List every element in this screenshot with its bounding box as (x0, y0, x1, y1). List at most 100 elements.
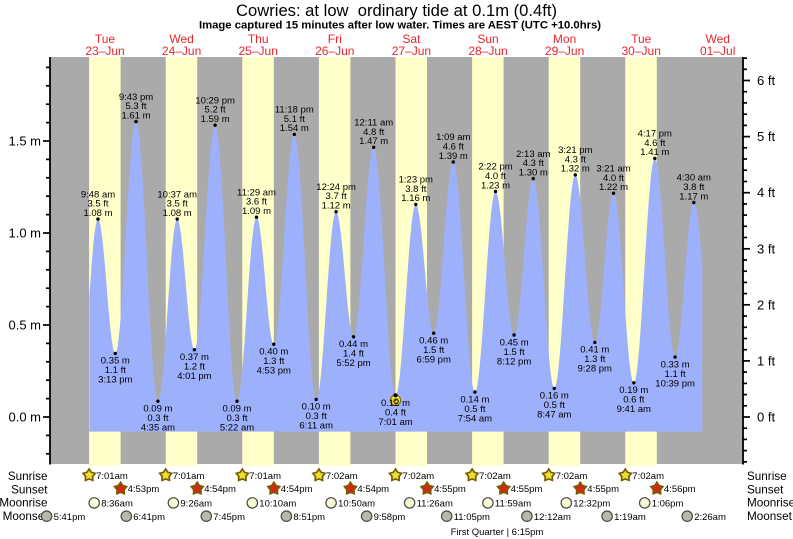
svg-text:1:06pm: 1:06pm (652, 499, 684, 510)
svg-text:1.3 ft: 1.3 ft (263, 356, 284, 367)
svg-text:6 ft: 6 ft (757, 73, 775, 88)
svg-text:4:53pm: 4:53pm (128, 484, 160, 495)
svg-text:7:01 am: 7:01 am (378, 417, 412, 428)
svg-text:9:58pm: 9:58pm (374, 512, 406, 523)
svg-text:9:41 am: 9:41 am (617, 404, 651, 415)
svg-text:1.09 m: 1.09 m (242, 206, 271, 217)
svg-text:7:02am: 7:02am (403, 471, 435, 482)
svg-text:0.45 m: 0.45 m (500, 337, 529, 348)
svg-text:First Quarter | 6:15pm: First Quarter | 6:15pm (451, 527, 544, 538)
svg-text:4:55pm: 4:55pm (511, 484, 543, 495)
svg-text:10:50am: 10:50am (338, 499, 375, 510)
svg-text:10:29 pm: 10:29 pm (195, 95, 235, 106)
svg-text:Sunset: Sunset (11, 483, 48, 496)
svg-text:1.54 m: 1.54 m (280, 123, 309, 134)
svg-text:0.0 m: 0.0 m (8, 410, 41, 425)
svg-text:Thu: Thu (248, 32, 269, 46)
svg-text:0.33 m: 0.33 m (661, 359, 690, 370)
svg-text:4:56pm: 4:56pm (664, 484, 696, 495)
svg-text:1.23 m: 1.23 m (481, 180, 510, 191)
svg-text:4:01 pm: 4:01 pm (177, 371, 211, 382)
svg-text:7:01am: 7:01am (249, 471, 281, 482)
svg-text:3 ft: 3 ft (757, 241, 775, 256)
svg-text:Sat: Sat (402, 32, 421, 46)
svg-text:7:02am: 7:02am (479, 471, 511, 482)
svg-text:6:59 pm: 6:59 pm (417, 355, 451, 366)
svg-text:10:10am: 10:10am (259, 499, 296, 510)
svg-text:1.16 m: 1.16 m (401, 193, 430, 204)
svg-text:12:24 pm: 12:24 pm (316, 182, 356, 193)
svg-text:6:41pm: 6:41pm (133, 512, 165, 523)
svg-text:1:19am: 1:19am (614, 512, 646, 523)
svg-text:5.3 ft: 5.3 ft (125, 101, 146, 112)
svg-text:5.1 ft: 5.1 ft (284, 114, 305, 125)
svg-text:7:02am: 7:02am (556, 471, 588, 482)
svg-text:0.40 m: 0.40 m (259, 347, 288, 358)
svg-text:5:41pm: 5:41pm (54, 512, 86, 523)
svg-text:0.46 m: 0.46 m (419, 336, 448, 347)
svg-text:5 ft: 5 ft (757, 129, 775, 144)
svg-text:1.2 ft: 1.2 ft (184, 362, 205, 373)
svg-text:11:59am: 11:59am (495, 499, 531, 510)
svg-text:2 ft: 2 ft (757, 297, 775, 312)
svg-text:4:30 am: 4:30 am (677, 173, 711, 184)
svg-text:4.3 ft: 4.3 ft (565, 154, 586, 165)
svg-text:3.8 ft: 3.8 ft (405, 184, 426, 195)
svg-text:1:09 am: 1:09 am (436, 132, 470, 143)
svg-text:1.0 m: 1.0 m (8, 226, 41, 241)
svg-text:4:54pm: 4:54pm (281, 484, 313, 495)
svg-text:7:54 am: 7:54 am (458, 413, 492, 424)
svg-text:0.6 ft: 0.6 ft (623, 395, 644, 406)
svg-text:4.3 ft: 4.3 ft (523, 158, 544, 169)
svg-text:1.59 m: 1.59 m (201, 114, 230, 125)
svg-text:11:29 am: 11:29 am (237, 187, 276, 198)
svg-text:0.3 ft: 0.3 ft (147, 413, 168, 424)
svg-text:1.61 m: 1.61 m (121, 110, 150, 121)
svg-text:3.5 ft: 3.5 ft (167, 199, 188, 210)
svg-text:Image captured 15 minutes afte: Image captured 15 minutes after low wate… (199, 19, 601, 31)
svg-text:0.41 m: 0.41 m (580, 345, 609, 356)
svg-text:7:02am: 7:02am (326, 471, 358, 482)
svg-text:0.5 m: 0.5 m (8, 318, 41, 333)
svg-text:7:01am: 7:01am (173, 471, 205, 482)
svg-text:Sun: Sun (477, 32, 498, 46)
svg-text:0.16 m: 0.16 m (540, 391, 569, 402)
svg-text:1.39 m: 1.39 m (439, 151, 468, 162)
svg-text:5:52 pm: 5:52 pm (336, 358, 370, 369)
svg-text:1.12 m: 1.12 m (322, 201, 351, 212)
svg-text:Moonset: Moonset (747, 510, 793, 523)
svg-text:30–Jun: 30–Jun (622, 44, 661, 58)
svg-text:0.37 m: 0.37 m (180, 352, 209, 363)
svg-text:0.5 ft: 0.5 ft (544, 400, 565, 411)
svg-text:Sunset: Sunset (747, 483, 784, 496)
svg-text:7:45pm: 7:45pm (213, 512, 245, 523)
svg-text:4:55pm: 4:55pm (587, 484, 619, 495)
svg-text:0.3 ft: 0.3 ft (306, 411, 327, 422)
svg-text:01–Jul: 01–Jul (700, 44, 735, 58)
svg-text:2:26am: 2:26am (694, 512, 726, 523)
svg-text:9:28 pm: 9:28 pm (578, 364, 612, 375)
svg-text:4:54pm: 4:54pm (204, 484, 236, 495)
svg-text:4.0 ft: 4.0 ft (603, 173, 624, 184)
svg-text:3.8 ft: 3.8 ft (683, 182, 704, 193)
svg-text:11:05pm: 11:05pm (454, 512, 490, 523)
svg-text:Moonrise: Moonrise (0, 497, 48, 510)
svg-text:0.14 m: 0.14 m (460, 394, 489, 405)
svg-text:Sunrise: Sunrise (747, 470, 787, 483)
svg-text:3:13 pm: 3:13 pm (98, 375, 132, 386)
svg-text:9:48 am: 9:48 am (81, 189, 115, 200)
svg-text:28–Jun: 28–Jun (468, 44, 507, 58)
svg-text:7:02am: 7:02am (632, 471, 664, 482)
svg-text:4.0 ft: 4.0 ft (485, 171, 506, 182)
svg-text:10:39 pm: 10:39 pm (655, 378, 695, 389)
svg-text:8:47 am: 8:47 am (537, 410, 571, 421)
svg-text:3.6 ft: 3.6 ft (246, 197, 267, 208)
svg-text:27–Jun: 27–Jun (392, 44, 431, 58)
svg-text:3.5 ft: 3.5 ft (87, 199, 108, 210)
svg-text:25–Jun: 25–Jun (239, 44, 278, 58)
svg-text:4.6 ft: 4.6 ft (443, 142, 464, 153)
svg-text:4.8 ft: 4.8 ft (363, 127, 384, 138)
svg-text:12:12am: 12:12am (534, 512, 571, 523)
svg-text:Fri: Fri (328, 32, 342, 46)
svg-text:1.30 m: 1.30 m (519, 167, 548, 178)
